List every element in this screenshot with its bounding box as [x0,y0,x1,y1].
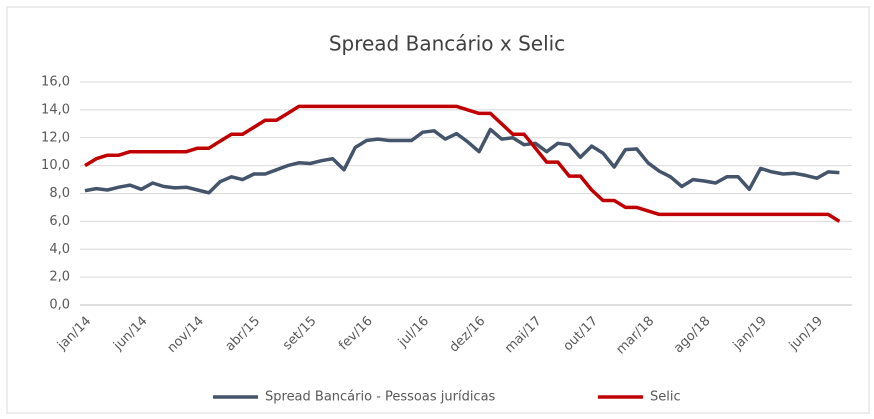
chart-frame [6,6,870,414]
y-tick-label: 0,0 [49,298,70,313]
series-line [84,127,840,195]
y-tick-label: 4,0 [49,242,70,257]
legend-label: Selic [650,390,681,405]
y-tick-label: 12,0 [41,130,70,145]
series-line [84,104,841,223]
y-tick-label: 2,0 [49,270,70,285]
y-tick-label: 6,0 [49,214,70,229]
chart-title: Spread Bancário x Selic [329,32,565,56]
y-tick-label: 16,0 [41,75,70,90]
y-tick-label: 14,0 [41,102,70,117]
y-tick-label: 10,0 [41,158,70,173]
legend-label: Spread Bancário - Pessoas jurídicas [265,390,496,405]
y-tick-label: 8,0 [49,186,70,201]
